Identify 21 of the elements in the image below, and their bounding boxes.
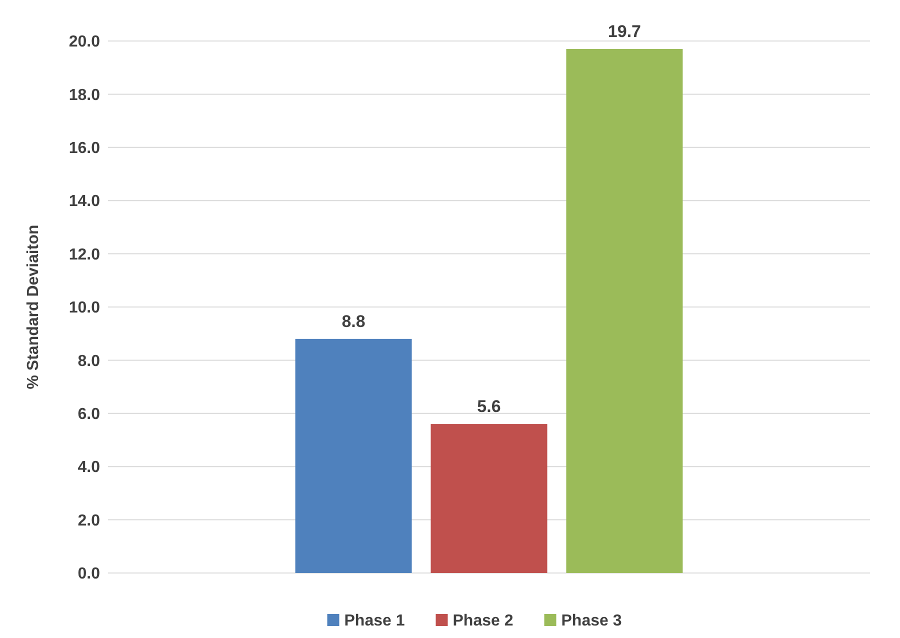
- y-tick-label: 12.0: [68, 246, 100, 264]
- data-label: 5.6: [477, 397, 501, 416]
- y-tick-label: 6.0: [78, 406, 100, 423]
- y-tick-label: 20.0: [68, 34, 100, 51]
- data-label: 19.7: [608, 22, 642, 41]
- legend-label: Phase 3: [561, 612, 622, 630]
- y-tick-label: 0.0: [78, 566, 100, 583]
- bar: [430, 424, 548, 573]
- legend-label: Phase 1: [344, 612, 405, 630]
- y-tick-label: 14.0: [68, 193, 100, 210]
- y-tick-label: 18.0: [68, 86, 100, 104]
- y-axis-title: % Standard Deviaiton: [25, 224, 42, 390]
- y-tick-label: 8.0: [78, 352, 100, 370]
- y-tick-label: 4.0: [78, 459, 100, 476]
- y-tick-label: 2.0: [78, 512, 100, 530]
- y-tick-label: 10.0: [68, 300, 100, 317]
- y-tick-label: 16.0: [68, 140, 100, 157]
- bar: [566, 48, 683, 573]
- legend-label: Phase 2: [452, 612, 514, 630]
- bar: [295, 338, 412, 573]
- data-label: 8.8: [342, 312, 366, 331]
